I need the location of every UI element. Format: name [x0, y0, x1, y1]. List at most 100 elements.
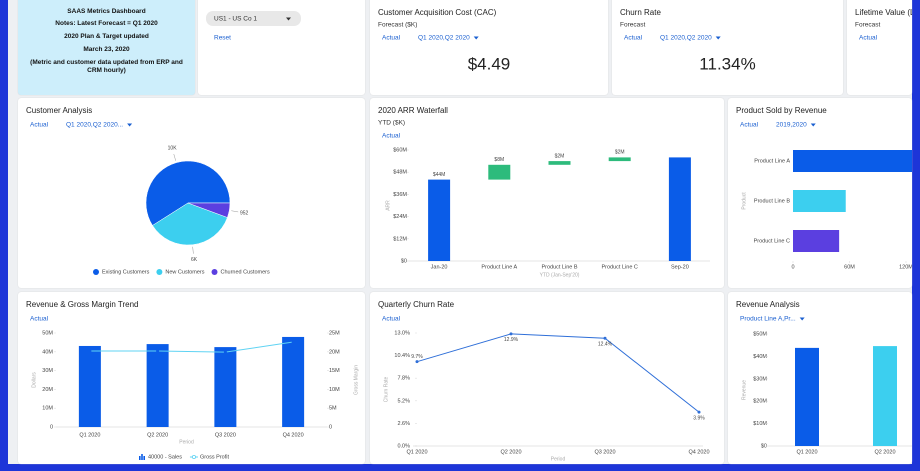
- data-label: $2M: [615, 150, 625, 156]
- x-tick-label: Product Line A: [481, 264, 517, 270]
- period-filter[interactable]: Q1 2020,Q2 2020...: [66, 122, 123, 129]
- dropdown-arrow[interactable]: [715, 36, 721, 40]
- chart-card: Revenue & Gross Margin Trend Actual 0 10M 20…: [18, 292, 365, 464]
- line-series: [416, 333, 700, 413]
- card-title: Quarterly Churn Rate: [378, 300, 455, 309]
- dropdown-arrow[interactable]: [799, 317, 805, 321]
- x-tick-label: Q2 2020: [147, 432, 168, 438]
- card-title: Product Sold by Revenue: [736, 106, 827, 115]
- y-tick-label: 20M: [329, 349, 340, 355]
- y-tick-label: 10M: [329, 387, 340, 393]
- filter-dropdown[interactable]: [206, 11, 301, 26]
- y-tick-label: 13.0%: [394, 330, 410, 336]
- card-canvas: 2020 ARR Waterfall YTD ($K) Actual $0 $12M $2…: [378, 106, 710, 278]
- card-subtitle: YTD ($K): [378, 120, 405, 127]
- kpi-value: $4.49: [468, 54, 511, 73]
- y-tick-label: Product Line C: [754, 238, 790, 244]
- view-tab[interactable]: Actual: [30, 122, 49, 129]
- line-point: [697, 410, 701, 414]
- period-filter[interactable]: Product Line A,Pr...: [740, 316, 796, 323]
- line-point: [603, 336, 607, 340]
- card-canvas: Revenue & Gross Margin Trend Actual 0 10M 20…: [26, 300, 359, 460]
- x-tick-label: Jan-20: [431, 264, 448, 270]
- dropdown-arrow[interactable]: [286, 17, 291, 21]
- view-tab[interactable]: Actual: [740, 122, 759, 129]
- card-canvas: Churn Rate Forecast Actual Q1 2020,Q2 2020 1…: [620, 8, 756, 73]
- y-tick-label: 10.4%: [394, 353, 410, 359]
- view-tab[interactable]: Actual: [30, 316, 49, 323]
- bar: [873, 346, 897, 446]
- view-tab[interactable]: Actual: [624, 35, 643, 42]
- x-axis-label: Period: [551, 456, 566, 462]
- y-tick-label: $60M: [393, 147, 407, 153]
- y-tick-label: $24M: [393, 214, 407, 220]
- legend-label: New Customers: [165, 269, 204, 275]
- y-tick-label: $50M: [753, 331, 767, 337]
- line-point: [88, 349, 92, 353]
- x-tick-label: Q3 2020: [594, 449, 615, 455]
- legend-label: 40000 - Sales: [148, 454, 182, 460]
- card-canvas: Customer Acquisition Cost (CAC) Forecast …: [378, 8, 511, 73]
- y-tick-label: 5.2%: [397, 398, 410, 404]
- waterfall-bar: [428, 179, 451, 261]
- kpi-value: 11.34%: [699, 54, 755, 73]
- filter-card: US1 - US Co 1 Reset: [198, 0, 365, 95]
- x-tick-label: Q2 2020: [500, 449, 521, 455]
- bar: [793, 150, 912, 172]
- chart-card: Revenue Analysis Product Line A,Pr... $0 $1…: [728, 292, 912, 464]
- card-title: Customer Analysis: [26, 106, 92, 115]
- view-tab[interactable]: Actual: [382, 133, 401, 140]
- y-tick-label: 0.0%: [397, 443, 410, 449]
- period-filter[interactable]: Q1 2020,Q2 2020: [660, 35, 712, 42]
- dropdown-arrow[interactable]: [127, 123, 133, 127]
- card-subtitle: Forecast: [855, 22, 880, 29]
- card-canvas: Quarterly Churn Rate Actual 0.0% 2.6% 5.2% 7.…: [378, 300, 710, 462]
- y-tick-label: 7.8%: [397, 376, 410, 382]
- y-axis-label: Churn Rate: [383, 377, 389, 403]
- y-tick-label: $10M: [753, 421, 767, 427]
- data-label: 3.9%: [693, 415, 705, 421]
- legend-icon: [93, 269, 99, 275]
- legend-label: Existing Customers: [102, 269, 150, 275]
- notes-line: (Metric and customer data updated from E…: [30, 59, 183, 74]
- x-tick-label: Product Line B: [541, 264, 577, 270]
- data-label: 12.9%: [504, 337, 519, 343]
- kpi-card: Customer Acquisition Cost (CAC) Forecast …: [370, 0, 608, 95]
- line-point: [291, 340, 295, 344]
- view-tab[interactable]: Actual: [859, 35, 878, 42]
- y2-axis-label: Gross Margin: [353, 365, 359, 395]
- data-label: 12.4%: [598, 342, 613, 348]
- y-tick-label: $0: [401, 258, 407, 264]
- chart-card: 2020 ARR Waterfall YTD ($K) Actual $0 $12M $2…: [370, 98, 724, 288]
- card-title: Revenue & Gross Margin Trend: [26, 300, 139, 309]
- y-tick-label: 40M: [42, 349, 53, 355]
- bar: [793, 230, 840, 252]
- filter-canvas: US1 - US Co 1 Reset: [206, 11, 301, 42]
- legend-label: Gross Profit: [200, 454, 230, 460]
- card-canvas: Revenue Analysis Product Line A,Pr... $0 $1…: [736, 300, 912, 455]
- card-title: Customer Acquisition Cost (CAC): [378, 8, 497, 17]
- view-tab[interactable]: Actual: [382, 35, 401, 42]
- y-tick-label: 0: [50, 424, 53, 430]
- chart-card: Quarterly Churn Rate Actual 0.0% 2.6% 5.2% 7.…: [370, 292, 724, 464]
- data-label: $8M: [494, 157, 504, 163]
- legend-icon: [191, 454, 196, 459]
- y-tick-label: 15M: [329, 368, 340, 374]
- view-tab[interactable]: Actual: [382, 316, 401, 323]
- reset-link[interactable]: Reset: [214, 35, 231, 42]
- y-tick-label: 2.6%: [397, 421, 410, 427]
- legend-icon: [143, 456, 145, 460]
- dropdown-arrow[interactable]: [810, 123, 816, 127]
- period-filter[interactable]: 2019,2020: [776, 122, 807, 129]
- filter-selection[interactable]: US1 - US Co 1: [214, 16, 257, 23]
- waterfall-bar: [548, 161, 571, 165]
- x-tick-label: Q2 2020: [874, 449, 895, 455]
- dropdown-arrow[interactable]: [473, 36, 479, 40]
- pie-slice: [152, 202, 228, 246]
- y-tick-label: $12M: [393, 236, 407, 242]
- y-tick-label: 5M: [329, 406, 337, 412]
- y-axis-label: Revenue: [741, 380, 747, 400]
- period-filter[interactable]: Q1 2020,Q2 2020: [418, 35, 470, 42]
- x-tick-label: Q4 2020: [688, 449, 709, 455]
- legend-icon: [211, 269, 218, 275]
